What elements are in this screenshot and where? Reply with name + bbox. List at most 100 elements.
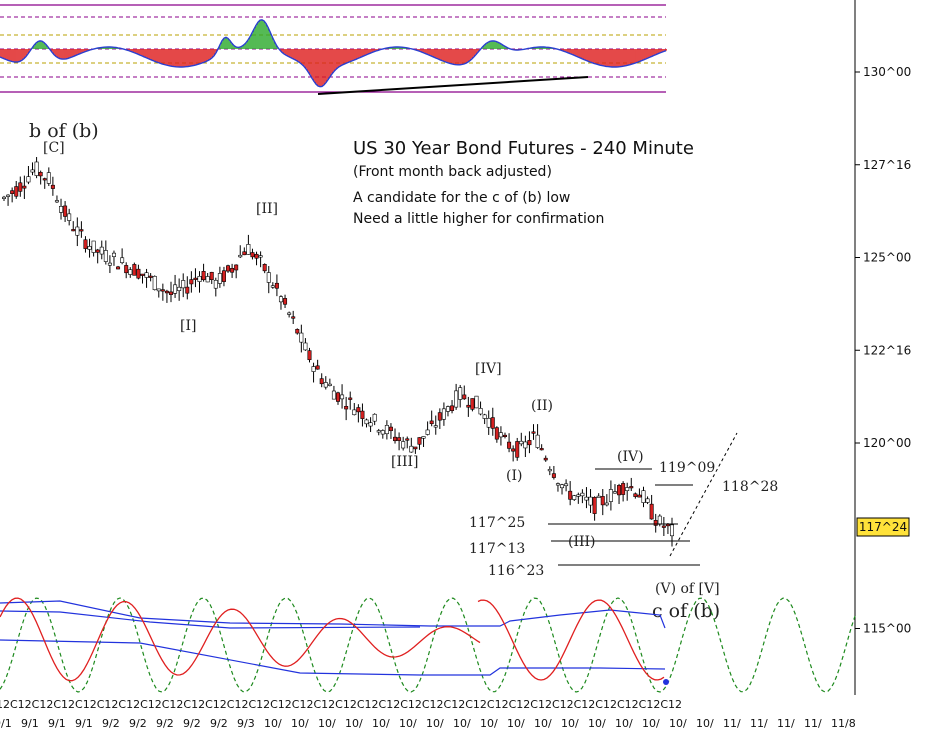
candle-body — [10, 190, 15, 194]
candle-body — [156, 288, 161, 292]
candle-body — [543, 457, 548, 461]
candle-body — [116, 266, 121, 270]
candle-body — [152, 275, 157, 291]
candle-body — [519, 440, 524, 445]
candle-body — [311, 366, 316, 372]
candle-body — [14, 186, 19, 197]
date-tick-label: 9/1 — [21, 717, 39, 730]
date-tick-label: 10/ — [264, 717, 282, 730]
candle-body — [498, 432, 503, 438]
y-tick-label: 125^00 — [863, 251, 911, 265]
candle-body — [274, 282, 279, 289]
candle-body — [120, 257, 125, 263]
candle-body — [376, 430, 381, 433]
date-tick-label: 9/1 — [0, 717, 12, 730]
price-axis: 130^00 127^16 125^00 122^16 120^00 115^00 — [855, 65, 911, 636]
candle-body — [608, 489, 613, 502]
candle-body — [649, 503, 654, 520]
candle-body — [177, 286, 182, 291]
candle-body — [588, 496, 593, 506]
candle-body — [26, 176, 31, 183]
note-2: Need a little higher for confirmation — [353, 211, 604, 227]
candle-body — [450, 405, 455, 411]
candle-body — [205, 276, 210, 283]
date-tick-label: 10/ — [345, 717, 363, 730]
candle-body — [185, 286, 190, 294]
candle-body — [445, 406, 450, 412]
date-tick-label: 10/ — [318, 717, 336, 730]
candle-body — [230, 268, 235, 273]
candle-body — [584, 496, 589, 501]
date-tick-label: 10/ — [399, 717, 417, 730]
date-tick-label: 10/ — [291, 717, 309, 730]
candle-body — [564, 483, 569, 487]
candle-body — [270, 285, 275, 288]
candle-body — [437, 412, 442, 421]
candle-body — [388, 426, 393, 432]
candle-body — [327, 383, 332, 386]
level-label: 118^28 — [722, 479, 778, 495]
candle-body — [629, 486, 634, 489]
candle-body — [169, 291, 174, 295]
candle-body — [462, 394, 467, 400]
candle-body — [173, 284, 178, 294]
candle-body — [515, 441, 520, 458]
candle-body — [67, 213, 72, 221]
date-tick-label: 11/ — [804, 717, 822, 730]
candle-body — [482, 414, 487, 419]
date-tick-label: 11/8 — [831, 717, 856, 730]
candle-body — [645, 498, 650, 503]
candle-body — [535, 434, 540, 448]
y-tick-label: 127^16 — [863, 158, 911, 172]
projection-line — [669, 432, 738, 557]
level-label: 119^09 — [659, 460, 715, 476]
candle-body — [466, 404, 471, 408]
candle-body — [352, 409, 357, 416]
wave-label: (II) — [531, 398, 553, 414]
date-tick-label: 9/1 — [75, 717, 93, 730]
candle-body — [669, 524, 674, 537]
date-tick-label: 10/ — [426, 717, 444, 730]
level-label: 117^25 — [469, 515, 525, 531]
candle-body — [266, 272, 271, 283]
candle-body — [132, 264, 137, 276]
candle-body — [22, 185, 27, 189]
candle-body — [87, 246, 92, 250]
candle-body — [393, 436, 398, 442]
candle-body — [653, 520, 658, 526]
candle-body — [580, 492, 585, 497]
candle-body — [368, 422, 373, 427]
candle-body — [299, 332, 304, 343]
date-tick-label: 10/ — [669, 717, 687, 730]
candle-body — [637, 494, 642, 498]
candle-body — [250, 252, 255, 258]
wave-label: [C] — [43, 140, 65, 156]
date-axis-top-row: 12C12C12C12C12C12C12C12C12C12C12C12C12C1… — [0, 698, 682, 711]
candle-body — [527, 440, 532, 446]
candle-body — [75, 226, 80, 236]
candle-body — [474, 395, 479, 409]
date-tick-label: 9/2 — [183, 717, 201, 730]
candle-body — [600, 496, 605, 506]
candle-body — [348, 397, 353, 400]
candle-body — [226, 265, 231, 272]
candle-body — [50, 184, 55, 189]
candle-body — [454, 390, 459, 408]
candle-body — [189, 279, 194, 285]
candle-body — [356, 407, 361, 413]
candle-body — [531, 431, 536, 434]
date-tick-label: 9/2 — [129, 717, 147, 730]
current-price-label: 117^24 — [859, 520, 907, 534]
price-candles — [1, 157, 674, 547]
candle-body — [193, 277, 198, 280]
candle-body — [612, 491, 617, 494]
y-tick-label: 130^00 — [863, 65, 911, 79]
candle-body — [433, 425, 438, 428]
candle-body — [458, 387, 463, 400]
y-tick-label: 120^00 — [863, 436, 911, 450]
candle-body — [278, 296, 283, 303]
candle-body — [79, 229, 84, 232]
candle-body — [46, 172, 51, 184]
date-tick-label: 10/ — [534, 717, 552, 730]
wave-label: [III] — [391, 454, 419, 470]
